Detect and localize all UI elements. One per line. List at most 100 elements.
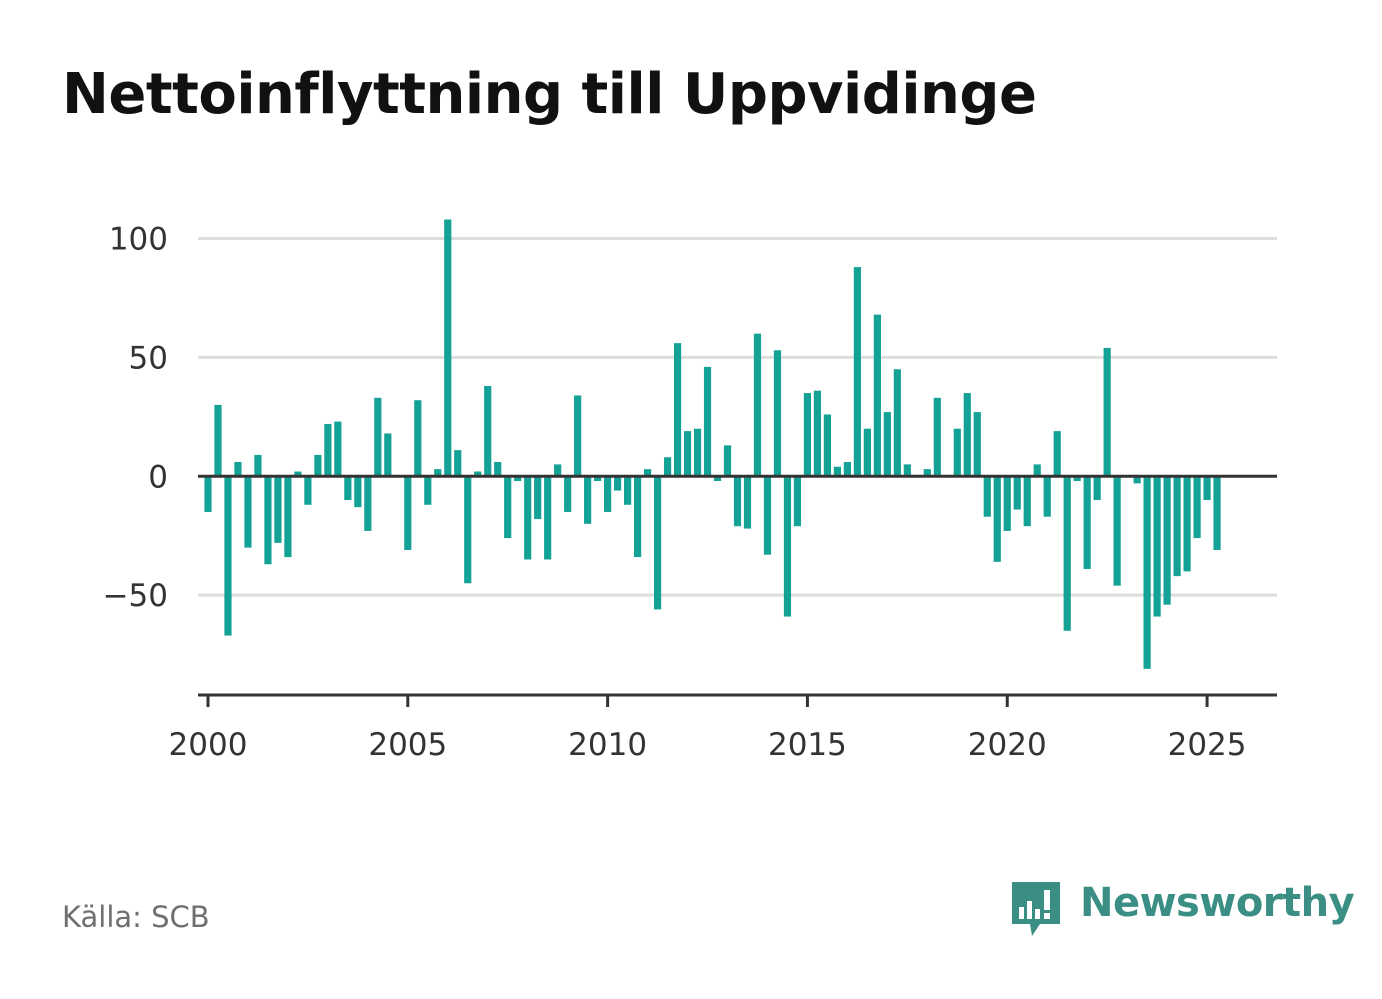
- bar: [1183, 476, 1191, 572]
- bar: [703, 366, 712, 477]
- bar: [1143, 476, 1151, 669]
- x-tick-label: 2015: [768, 727, 847, 763]
- bar: [304, 476, 312, 505]
- bar: [314, 454, 322, 477]
- bar: [693, 428, 702, 477]
- bar: [224, 476, 232, 636]
- bar: [663, 457, 672, 477]
- source-note: Källa: SCB: [62, 900, 210, 934]
- bar: [574, 395, 582, 477]
- bar: [1173, 476, 1181, 577]
- bar: [1013, 476, 1021, 510]
- bar: [544, 476, 552, 560]
- bar: [1213, 476, 1221, 550]
- bar: [614, 476, 622, 491]
- bar: [783, 476, 792, 617]
- bar: [1053, 431, 1061, 477]
- bar: [833, 466, 841, 477]
- x-tick-label: 2020: [968, 727, 1047, 763]
- bar: [594, 476, 602, 482]
- x-tick-label: 2000: [169, 727, 248, 763]
- bar: [863, 428, 871, 477]
- bar: [653, 476, 662, 610]
- bar: [743, 476, 752, 529]
- newsworthy-logo[interactable]: Newsworthy: [1010, 880, 1355, 940]
- bar: [923, 469, 931, 477]
- bar: [973, 412, 981, 477]
- bar: [683, 431, 692, 477]
- bar: [1073, 476, 1081, 482]
- y-tick-label: 50: [129, 340, 168, 376]
- bar: [234, 462, 242, 477]
- bar: [883, 412, 891, 477]
- bar: [1063, 476, 1071, 631]
- bar: [374, 397, 382, 477]
- bar: [424, 476, 432, 505]
- bar: [634, 476, 642, 558]
- bar: [334, 421, 342, 477]
- bar: [1003, 476, 1011, 531]
- bar: [953, 428, 961, 477]
- y-tick-label: 100: [109, 222, 168, 258]
- bar: [264, 476, 272, 565]
- bar: [294, 471, 302, 477]
- bar: [364, 476, 372, 531]
- bar: [1113, 476, 1121, 586]
- bar: [1133, 476, 1141, 484]
- bar: [244, 476, 252, 548]
- bar: [1193, 476, 1201, 539]
- bar: [1023, 476, 1031, 527]
- bar: [933, 397, 941, 477]
- x-tick-label: 2005: [368, 727, 447, 763]
- bar: [494, 462, 502, 477]
- bar: [604, 476, 612, 512]
- bar: [624, 476, 632, 505]
- bar: [813, 390, 822, 477]
- bar: [803, 393, 812, 477]
- x-tick-label: 2025: [1168, 727, 1247, 763]
- bar: [723, 445, 732, 477]
- bar: [1043, 476, 1051, 517]
- bar: [474, 471, 482, 477]
- bar: [873, 314, 881, 477]
- bar: [324, 423, 332, 477]
- bar: [763, 476, 772, 555]
- bar: [584, 476, 592, 524]
- bar: [673, 343, 682, 477]
- bar: [384, 433, 392, 477]
- bar: [344, 476, 352, 501]
- bar: [274, 476, 282, 543]
- bar: [554, 464, 562, 477]
- gridlines: [198, 237, 1277, 597]
- bar: [733, 476, 742, 527]
- bar: [1083, 476, 1091, 569]
- newsworthy-wordmark: Newsworthy: [1080, 880, 1355, 926]
- bars: [198, 219, 1277, 669]
- bar: [204, 476, 212, 512]
- bar: [713, 476, 722, 482]
- bar: [254, 454, 262, 477]
- bar: [454, 450, 462, 477]
- bar: [434, 469, 442, 477]
- y-tick-label: −50: [103, 578, 168, 614]
- bar: [1103, 347, 1111, 477]
- x-tick-label: 2010: [568, 727, 647, 763]
- bar: [484, 385, 492, 477]
- bar: [524, 476, 532, 560]
- bar: [1163, 476, 1171, 605]
- bar: [1033, 464, 1041, 477]
- bar: [514, 476, 522, 482]
- y-axis-labels: 100 50 0 −50: [103, 222, 168, 615]
- bar: [983, 476, 991, 517]
- bar: [793, 476, 802, 527]
- bar: [903, 464, 911, 477]
- bar: [444, 219, 452, 477]
- bar: [753, 333, 762, 477]
- bar: [1203, 476, 1211, 501]
- bar: [773, 350, 782, 477]
- bar: [504, 476, 512, 539]
- newsworthy-logo-icon: [1012, 882, 1060, 936]
- x-axis: 2000 2005 2010 2015 2020 2025: [169, 693, 1277, 763]
- bar: [963, 393, 971, 477]
